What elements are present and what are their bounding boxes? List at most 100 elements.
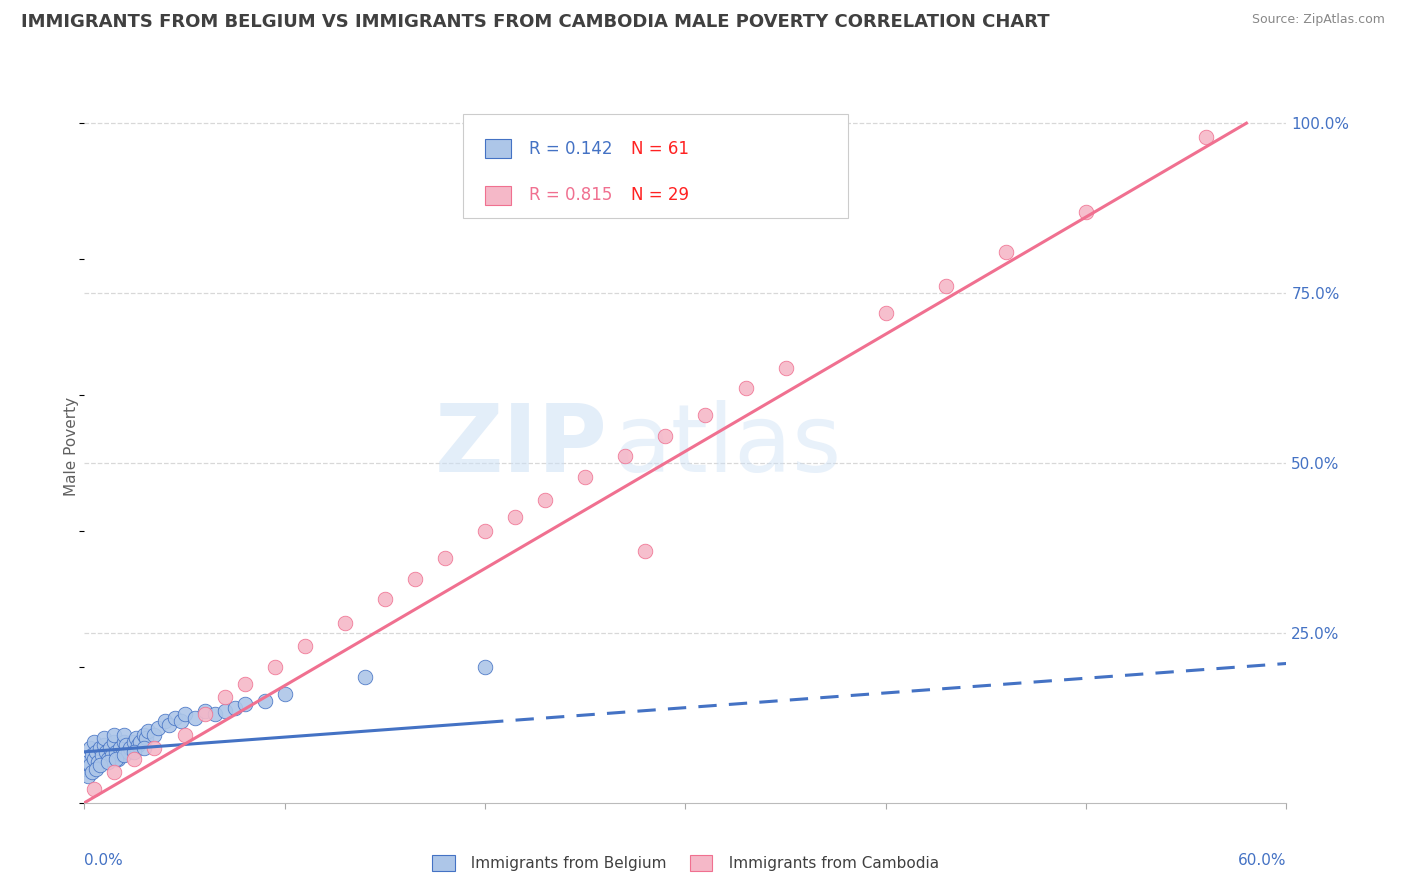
Point	[233, 698, 256, 712]
Point	[103, 728, 125, 742]
Point	[153, 714, 176, 729]
Point	[111, 748, 134, 763]
FancyBboxPatch shape	[463, 114, 848, 218]
Point	[93, 731, 115, 746]
Point	[614, 449, 637, 463]
Point	[114, 734, 135, 748]
Y-axis label: Male Poverty: Male Poverty	[63, 396, 79, 496]
Text: atlas: atlas	[613, 400, 842, 492]
Point	[89, 758, 111, 772]
Point	[148, 721, 170, 735]
Point	[89, 741, 111, 756]
Text: R = 0.815: R = 0.815	[529, 186, 613, 204]
Point	[654, 429, 676, 443]
Point	[734, 381, 756, 395]
Point	[77, 755, 100, 769]
Point	[114, 748, 135, 763]
Point	[75, 762, 97, 776]
Point	[169, 714, 191, 729]
Point	[103, 765, 125, 780]
Point	[503, 510, 526, 524]
Point	[695, 409, 717, 423]
Point	[143, 728, 166, 742]
Point	[143, 741, 166, 756]
Point	[534, 493, 557, 508]
Point	[134, 741, 156, 756]
Point	[134, 728, 156, 742]
Point	[434, 551, 457, 566]
Point	[775, 360, 797, 375]
Point	[101, 748, 124, 763]
Point	[83, 751, 105, 765]
Point	[173, 707, 195, 722]
Point	[157, 717, 180, 731]
Point	[474, 524, 496, 538]
Point	[77, 769, 100, 783]
Point	[374, 591, 396, 606]
Point	[83, 782, 105, 797]
Point	[253, 694, 276, 708]
Point	[574, 469, 596, 483]
Point	[138, 724, 160, 739]
Point	[97, 755, 120, 769]
Point	[115, 738, 138, 752]
Point	[124, 734, 146, 748]
Point	[183, 711, 205, 725]
Point	[274, 687, 297, 701]
Point	[204, 707, 226, 722]
Text: IMMIGRANTS FROM BELGIUM VS IMMIGRANTS FROM CAMBODIA MALE POVERTY CORRELATION CHA: IMMIGRANTS FROM BELGIUM VS IMMIGRANTS FR…	[21, 13, 1050, 31]
Point	[83, 734, 105, 748]
Point	[87, 755, 110, 769]
Point	[86, 762, 108, 776]
Point	[163, 711, 186, 725]
Point	[1195, 129, 1218, 144]
Point	[110, 741, 132, 756]
Point	[117, 745, 139, 759]
Legend:   Immigrants from Belgium,   Immigrants from Cambodia: Immigrants from Belgium, Immigrants from…	[426, 849, 945, 877]
Point	[97, 751, 120, 765]
Point	[194, 707, 217, 722]
Point	[120, 741, 142, 756]
Text: 0.0%: 0.0%	[84, 853, 124, 868]
Point	[82, 748, 104, 763]
Point	[1076, 204, 1098, 219]
Point	[100, 741, 122, 756]
Point	[135, 731, 157, 746]
Point	[333, 615, 356, 630]
Point	[233, 677, 256, 691]
Point	[105, 745, 128, 759]
Point	[124, 751, 146, 765]
Text: N = 61: N = 61	[631, 140, 689, 158]
Point	[127, 738, 149, 752]
Point	[214, 690, 236, 705]
Point	[194, 704, 217, 718]
Point	[173, 728, 195, 742]
Point	[354, 670, 377, 684]
Point	[474, 660, 496, 674]
FancyBboxPatch shape	[485, 139, 512, 158]
Point	[107, 751, 129, 765]
Point	[103, 734, 125, 748]
Point	[79, 758, 101, 772]
Point	[86, 745, 108, 759]
Point	[995, 245, 1018, 260]
Point	[404, 572, 426, 586]
Text: R = 0.142: R = 0.142	[529, 140, 613, 158]
Point	[214, 704, 236, 718]
Point	[79, 741, 101, 756]
Text: 60.0%: 60.0%	[1239, 853, 1286, 868]
Point	[124, 745, 146, 759]
Text: Source: ZipAtlas.com: Source: ZipAtlas.com	[1251, 13, 1385, 27]
Point	[91, 748, 114, 763]
Point	[105, 751, 128, 765]
Point	[875, 306, 897, 320]
Point	[224, 700, 246, 714]
Point	[935, 279, 957, 293]
Point	[96, 745, 118, 759]
Point	[263, 660, 285, 674]
Text: ZIP: ZIP	[434, 400, 607, 492]
Point	[93, 738, 115, 752]
Text: N = 29: N = 29	[631, 186, 689, 204]
Point	[129, 734, 152, 748]
Point	[634, 544, 657, 558]
